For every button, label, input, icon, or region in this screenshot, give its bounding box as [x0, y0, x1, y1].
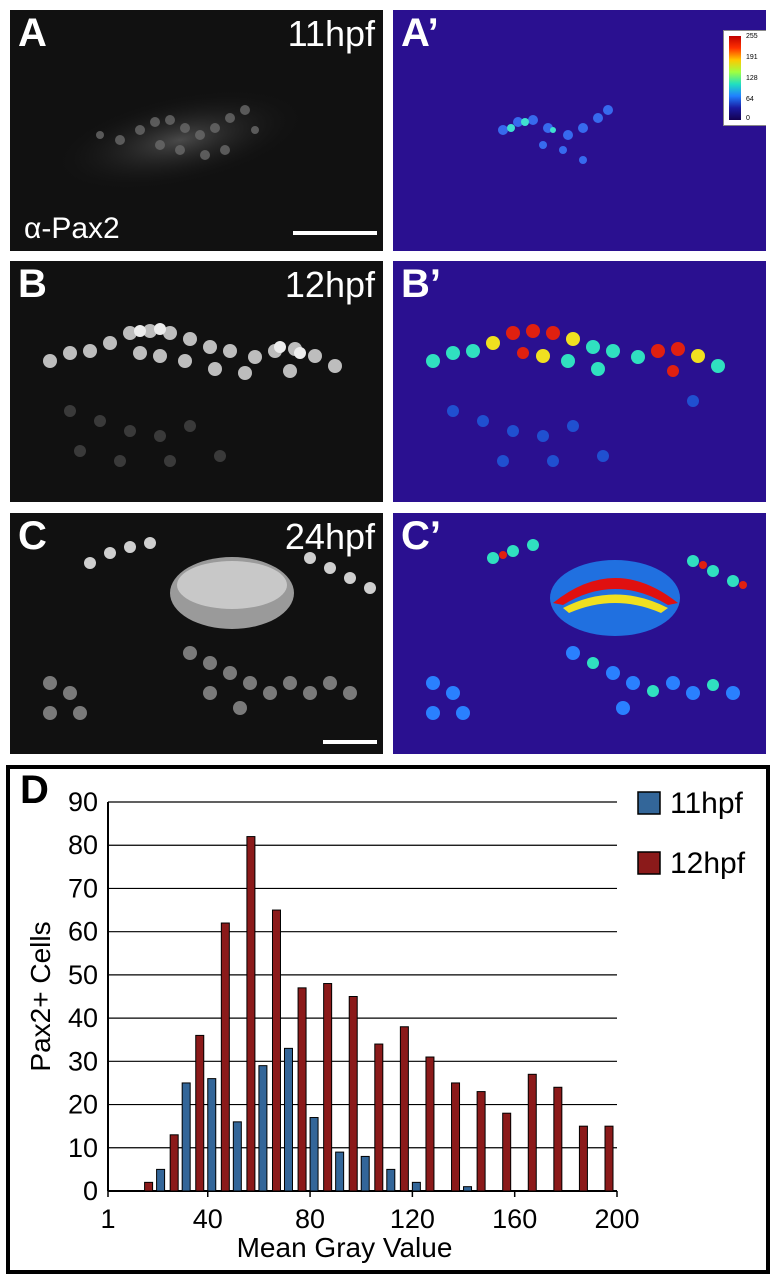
- bar-11hpf: [283, 1047, 293, 1192]
- bar-12hpf: [348, 996, 358, 1192]
- bar-11hpf: [335, 1151, 345, 1192]
- y-tick-label: 80: [68, 830, 98, 860]
- x-tick-label: 40: [193, 1204, 223, 1234]
- panel-letter: D: [20, 769, 49, 812]
- x-axis-label: Mean Gray Value: [237, 1232, 453, 1263]
- panel-c-prime-micrograph: [393, 513, 766, 754]
- y-tick-label: 70: [68, 873, 98, 903]
- histogram-panel: 0 10 20 30 40 50 60 70 80 90 1 40 80 120 160 200 Mean Gr…: [6, 765, 770, 1274]
- bar-12hpf: [604, 1125, 614, 1192]
- y-tick-label: 20: [68, 1090, 98, 1120]
- panel-b-grayscale: B 12hpf: [10, 261, 383, 502]
- timepoint-label: 24hpf: [284, 516, 375, 557]
- panel-a-prime-heatmap: A’ 255 191 128 64 0: [393, 10, 766, 251]
- bar-11hpf: [309, 1117, 319, 1192]
- x-tick-label: 1: [100, 1204, 115, 1234]
- bar-12hpf: [195, 1034, 205, 1192]
- y-tick-label: 50: [68, 960, 98, 990]
- y-tick-label: 60: [68, 917, 98, 947]
- bar-12hpf: [169, 1134, 179, 1192]
- panel-c-grayscale: C 24hpf: [10, 513, 383, 754]
- y-tick-label: 40: [68, 1003, 98, 1033]
- scale-bar: [293, 231, 377, 235]
- bar-11hpf: [232, 1121, 242, 1192]
- bar-12hpf: [323, 983, 333, 1192]
- y-tick-label: 30: [68, 1046, 98, 1076]
- panel-letter: A: [18, 11, 47, 55]
- bar-12hpf: [425, 1056, 435, 1192]
- panel-letter: B: [18, 262, 47, 306]
- bar-12hpf: [374, 1043, 384, 1192]
- panel-b-micrograph: [10, 261, 383, 502]
- colorbar-gradient: [729, 36, 741, 120]
- x-tick-label: 120: [390, 1204, 435, 1234]
- x-tick-label: 80: [295, 1204, 325, 1234]
- bar-12hpf: [476, 1091, 486, 1192]
- panel-letter: C’: [401, 514, 441, 558]
- x-tick-label: 160: [492, 1204, 537, 1234]
- legend-swatch-11hpf: [637, 791, 661, 815]
- bar-11hpf: [360, 1155, 370, 1192]
- panel-b-prime-micrograph: [393, 261, 766, 502]
- x-tick-label: 200: [594, 1204, 639, 1234]
- bar-12hpf: [220, 922, 230, 1192]
- colorbar-tick: 128: [746, 75, 758, 82]
- bar-12hpf: [246, 836, 256, 1192]
- bar-11hpf: [411, 1181, 421, 1192]
- panel-a-prime-micrograph: [393, 10, 766, 251]
- timepoint-label: 12hpf: [284, 264, 375, 305]
- panel-a-micrograph: [10, 10, 383, 251]
- panel-b-prime-heatmap: B’: [393, 261, 766, 502]
- bar-11hpf: [258, 1065, 268, 1192]
- bar-12hpf: [451, 1082, 461, 1192]
- bar-11hpf: [463, 1186, 473, 1192]
- y-tick-label: 0: [83, 1176, 98, 1206]
- colorbar-tick: 255: [746, 33, 758, 40]
- bar-12hpf: [399, 1026, 409, 1192]
- panel-letter: A’: [401, 11, 439, 55]
- bar-12hpf: [271, 909, 281, 1192]
- legend-label: 12hpf: [670, 847, 746, 880]
- timepoint-label: 11hpf: [287, 13, 375, 54]
- stain-label: α-Pax2: [24, 212, 120, 245]
- panel-c-prime-heatmap: C’: [393, 513, 766, 754]
- bar-12hpf: [297, 987, 307, 1192]
- bar-12hpf: [144, 1181, 154, 1192]
- legend-swatch-12hpf: [637, 851, 661, 875]
- bar-11hpf: [386, 1168, 396, 1192]
- bar-12hpf: [527, 1073, 537, 1192]
- colorbar-tick: 0: [746, 115, 750, 122]
- bar-12hpf: [502, 1112, 512, 1192]
- legend-label: 11hpf: [670, 787, 744, 820]
- y-tick-label: 90: [68, 787, 98, 817]
- bar-11hpf: [181, 1082, 191, 1192]
- histogram-chart: 0 10 20 30 40 50 60 70 80 90 1 40 80 120 160 200 Mean Gr…: [20, 768, 746, 1263]
- bar-11hpf: [156, 1168, 166, 1192]
- chart-body: 0 10 20 30 40 50 60 70 80 90 1 40 80 120 160 200 Mean Gr…: [20, 768, 746, 1263]
- colorbar-tick: 64: [746, 96, 754, 103]
- y-axis-label: Pax2+ Cells: [25, 921, 56, 1071]
- intensity-colorbar: 255 191 128 64 0: [723, 30, 766, 126]
- scale-bar: [323, 740, 377, 744]
- bar-12hpf: [578, 1125, 588, 1192]
- bar-12hpf: [553, 1086, 563, 1192]
- bar-11hpf: [207, 1078, 217, 1192]
- panel-c-micrograph: [10, 513, 383, 754]
- panel-a-grayscale: A 11hpf α-Pax2: [10, 10, 383, 251]
- colorbar-tick: 191: [746, 54, 758, 61]
- panel-letter: B’: [401, 262, 441, 306]
- y-tick-label: 10: [68, 1133, 98, 1163]
- panel-letter: C: [18, 514, 47, 558]
